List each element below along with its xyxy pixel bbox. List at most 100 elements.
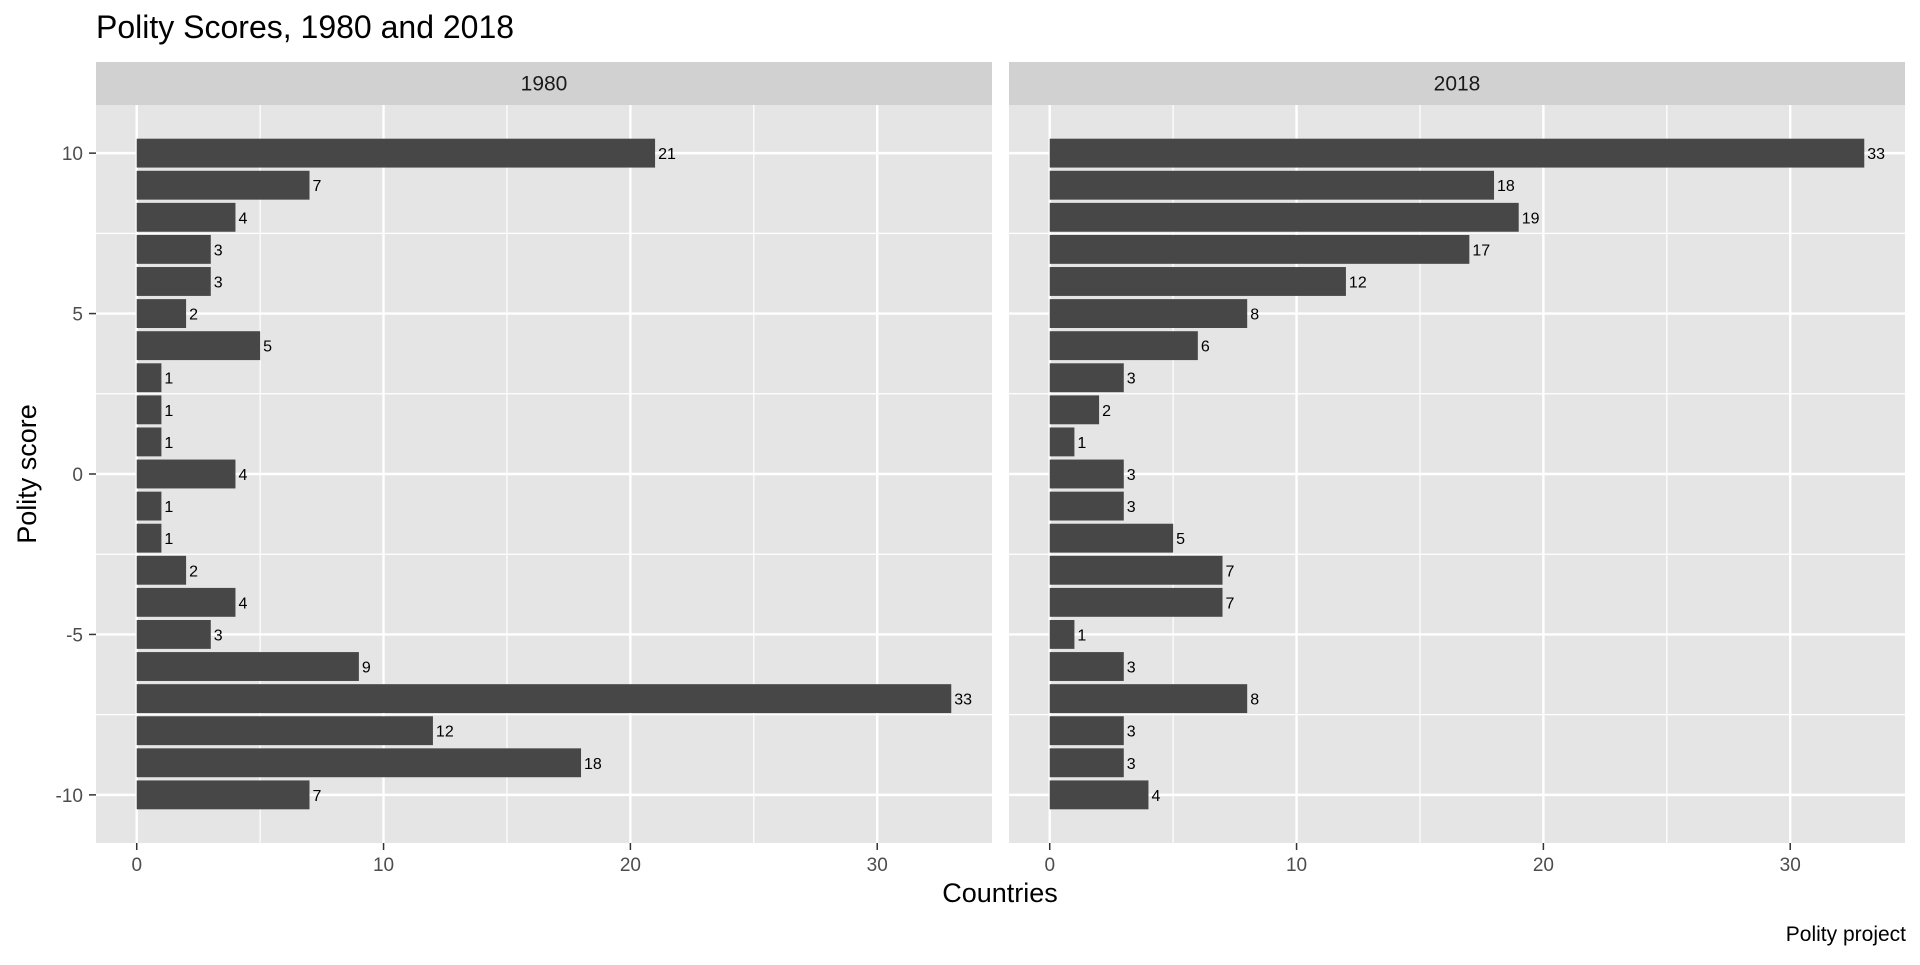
bar-value-label: 19	[1522, 210, 1540, 227]
y-tick-label: -5	[66, 625, 83, 646]
bar	[136, 780, 310, 810]
bar-value-label: 1	[164, 371, 173, 388]
bar-value-label: 3	[1127, 499, 1136, 516]
bar-value-label: 7	[1226, 595, 1235, 612]
bar	[1049, 716, 1124, 746]
bar-value-label: 1	[164, 531, 173, 548]
bar-value-label: 4	[238, 210, 247, 227]
bar-value-label: 3	[1127, 724, 1136, 741]
facet-strip-label: 1980	[521, 73, 568, 96]
bar	[136, 555, 187, 585]
bar	[136, 138, 656, 168]
bar	[1049, 780, 1149, 810]
bar-value-label: 3	[1127, 660, 1136, 677]
bar-value-label: 21	[658, 146, 676, 163]
bar	[1049, 748, 1124, 778]
y-tick-label: -10	[56, 786, 83, 807]
bar	[1049, 170, 1495, 200]
bar	[136, 459, 236, 489]
bar	[1049, 555, 1223, 585]
x-tick-label: 10	[373, 855, 394, 876]
x-tick-label: 30	[1780, 855, 1801, 876]
bar-value-label: 6	[1201, 339, 1210, 356]
y-axis-title: Polity score	[12, 404, 42, 544]
bar-value-label: 17	[1472, 242, 1490, 259]
bar	[1049, 202, 1519, 232]
bar	[136, 684, 952, 714]
bar	[136, 395, 162, 425]
bar	[136, 716, 433, 746]
bar	[1049, 331, 1198, 361]
bar-value-label: 3	[1127, 467, 1136, 484]
bar	[1049, 619, 1075, 649]
bar-value-label: 12	[436, 724, 454, 741]
bar-value-label: 4	[238, 467, 247, 484]
bar-value-label: 5	[263, 339, 272, 356]
bar-value-label: 2	[1102, 403, 1111, 420]
bar	[136, 267, 211, 296]
bar-value-label: 3	[214, 627, 223, 644]
bar	[1049, 395, 1100, 425]
y-tick-label: 5	[72, 305, 83, 326]
x-tick-label: 20	[620, 855, 641, 876]
facet-strip	[1009, 62, 1905, 105]
facet-strip	[96, 62, 992, 105]
bar-value-label: 3	[1127, 371, 1136, 388]
bar	[136, 234, 211, 264]
bar-value-label: 7	[313, 788, 322, 805]
bar-value-label: 33	[954, 692, 972, 709]
bar-value-label: 3	[214, 242, 223, 259]
bar-value-label: 7	[313, 178, 322, 195]
bar	[1049, 491, 1124, 521]
facet-strip-label: 2018	[1434, 73, 1481, 96]
chart-title: Polity Scores, 1980 and 2018	[96, 9, 514, 45]
x-tick-label: 20	[1533, 855, 1554, 876]
x-tick-label: 0	[1044, 855, 1055, 876]
x-axis-title: Countries	[942, 878, 1058, 908]
x-tick-label: 0	[131, 855, 142, 876]
bar-value-label: 4	[1151, 788, 1160, 805]
bar	[136, 491, 162, 521]
bar	[136, 299, 187, 329]
bar	[1049, 234, 1470, 264]
bar	[1049, 587, 1223, 617]
bar	[1049, 652, 1124, 681]
bar	[136, 619, 211, 649]
bar	[1049, 267, 1346, 296]
bar-value-label: 9	[362, 660, 371, 677]
bar	[1049, 427, 1075, 457]
bar	[136, 170, 310, 200]
bar	[136, 363, 162, 393]
bar	[1049, 684, 1248, 714]
bar	[1049, 459, 1124, 489]
bar	[136, 748, 582, 778]
bar-value-label: 8	[1250, 307, 1259, 324]
bar-value-label: 12	[1349, 274, 1367, 291]
y-tick-label: 0	[72, 465, 83, 486]
bar	[136, 331, 261, 361]
bar-value-label: 1	[164, 403, 173, 420]
bar-value-label: 1	[164, 435, 173, 452]
bar-value-label: 2	[189, 307, 198, 324]
x-tick-label: 10	[1286, 855, 1307, 876]
chart-caption: Polity project	[1786, 923, 1906, 946]
bar-value-label: 1	[1077, 435, 1086, 452]
bar	[136, 427, 162, 457]
bar	[1049, 523, 1174, 553]
bar-value-label: 3	[214, 274, 223, 291]
x-tick-label: 30	[867, 855, 888, 876]
bar	[136, 652, 359, 681]
bar-value-label: 3	[1127, 756, 1136, 773]
bar	[1049, 299, 1248, 329]
bar	[136, 202, 236, 232]
bar-value-label: 1	[1077, 627, 1086, 644]
bar-value-label: 18	[584, 756, 602, 773]
bar-value-label: 18	[1497, 178, 1515, 195]
bar-value-label: 4	[238, 595, 247, 612]
bar	[136, 523, 162, 553]
bar-value-label: 2	[189, 563, 198, 580]
bar-value-label: 33	[1867, 146, 1885, 163]
